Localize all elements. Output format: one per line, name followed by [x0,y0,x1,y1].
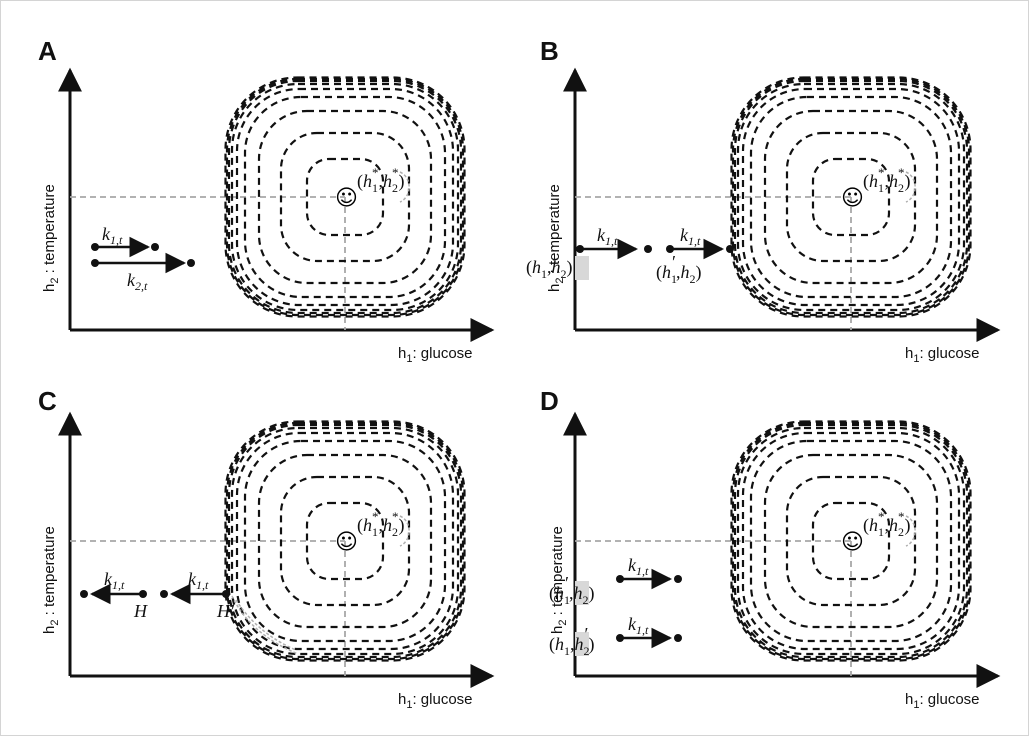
vector-label: k1,t [102,224,123,247]
vector-label: k1,t [104,569,125,592]
panel-letter: B [540,36,559,66]
state-label-H-prime: H′ [216,601,235,621]
y-axis-label: h2 : temperature [546,184,566,292]
y-axis-label: h2 : temperature [41,526,61,634]
vector-label: k1,t [188,569,209,592]
state-dot [644,245,652,253]
gray-trace [235,599,297,651]
setpoint-face-icon: ☺ [841,186,864,211]
panel-a: A h2 : temperature h1: glucose ☺ (h1*,h2… [38,36,495,365]
vector-label: k1,t [597,225,618,248]
setpoint-face-icon: ☺ [335,530,358,555]
setpoint-face-icon: ☺ [335,186,358,211]
state-dot [160,590,168,598]
panel-letter: A [38,36,57,66]
state-dot [187,259,195,267]
x-axis-label: h1: glucose [905,345,980,365]
state-dot [151,243,159,251]
gray-trace [231,595,299,655]
setpoint-face-icon: ☺ [841,530,864,555]
x-axis-label: h1: glucose [398,345,473,365]
state-dot [674,575,682,583]
y-axis-label: h2 : temperature [41,184,61,292]
state-dot [674,634,682,642]
vector-label: k1,t [680,225,701,248]
state-label-H: H [133,601,148,621]
panel-letter: C [38,386,57,416]
x-axis-label: h1: glucose [905,691,980,711]
x-axis-label: h1: glucose [398,691,473,711]
vector-label: k1,t [628,555,649,578]
state-dot [80,590,88,598]
state-dot [726,245,734,253]
panel-letter: D [540,386,559,416]
y-axis-label: h2 : temperature [549,526,569,634]
vector-label: k2,t [127,270,148,293]
vector-label: k1,t [628,614,649,637]
